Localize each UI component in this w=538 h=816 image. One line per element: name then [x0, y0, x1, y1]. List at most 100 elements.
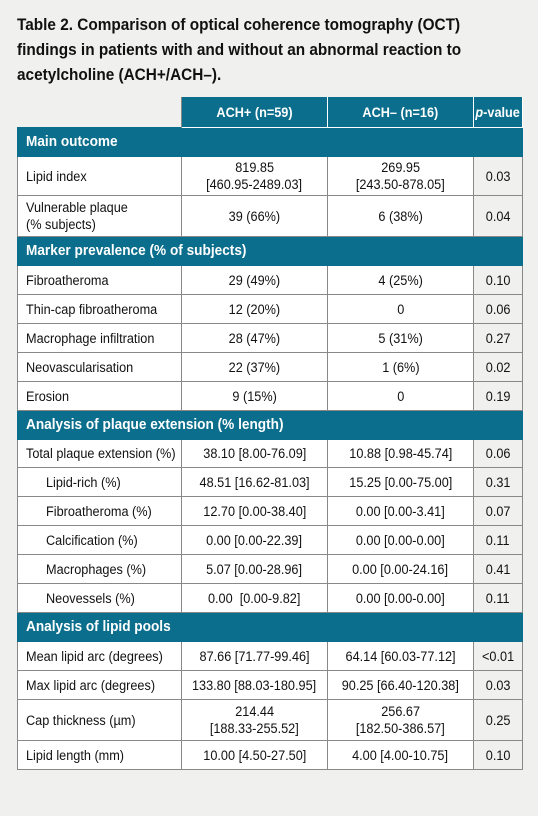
- value-text: 4 (25%): [378, 272, 423, 288]
- ach-plus-value: 22 (37%): [181, 352, 328, 382]
- ach-plus-value: 214.44 [188.33-255.52]: [181, 699, 328, 741]
- section-header-row: Marker prevalence (% of subjects): [17, 236, 523, 266]
- ach-plus-value: 0.00 [0.00-22.39]: [181, 525, 328, 555]
- ach-minus-value: 256.67 [182.50-386.57]: [327, 699, 474, 741]
- p-value: 0.07: [473, 496, 523, 526]
- value-text: 10.00 [4.50-27.50]: [202, 747, 307, 763]
- p-value: 0.27: [473, 323, 523, 353]
- ach-minus-value: 0: [327, 294, 474, 324]
- row-label: Macrophage infiltration: [17, 323, 182, 353]
- section-header-row: Analysis of plaque extension (% length): [17, 410, 523, 440]
- row-label-text: Lipid-rich (%): [46, 474, 121, 490]
- value-text: 15.25 [0.00-75.00]: [348, 474, 453, 490]
- value-text: 0.00 [0.00-3.41]: [356, 503, 445, 519]
- row-label-text: Fibroatheroma (%): [46, 503, 152, 519]
- row-label: Lipid length (mm): [17, 740, 182, 770]
- caption-line: findings in patients with and without an…: [17, 41, 462, 59]
- row-label: Lipid index: [17, 156, 182, 196]
- ach-minus-value: 269.95 [243.50-878.05]: [327, 156, 474, 196]
- row-label-text: Neovessels (%): [46, 590, 135, 606]
- ach-minus-value: 0: [327, 381, 474, 411]
- ach-minus-value: 0.00 [0.00-3.41]: [327, 496, 474, 526]
- row-label-text: Mean lipid arc (degrees): [26, 648, 163, 664]
- row-label-text: Calcification (%): [46, 532, 138, 548]
- oct-findings-table: ACH+ (n=59) ACH– (n=16) p-value Main out…: [17, 97, 523, 770]
- row-label-text: (% subjects): [26, 217, 96, 232]
- row-label: Mean lipid arc (degrees): [17, 641, 182, 671]
- table-row: Fibroatheroma 29 (49%) 4 (25%) 0.10: [17, 265, 523, 295]
- ach-plus-value: 38.10 [8.00-76.09]: [181, 439, 328, 468]
- ach-plus-value: 28 (47%): [181, 323, 328, 353]
- row-label-text: Macrophages (%): [46, 561, 147, 577]
- row-label: Fibroatheroma: [17, 265, 182, 295]
- ach-minus-value: 5 (31%): [327, 323, 474, 353]
- value-text: 38.10 [8.00-76.09]: [202, 446, 307, 461]
- row-label-text: Erosion: [26, 388, 70, 404]
- row-label: Calcification (%): [17, 525, 182, 555]
- value-text: [460.95-2489.03]: [206, 177, 303, 192]
- row-label: Neovascularisation: [17, 352, 182, 382]
- p-value: 0.03: [473, 156, 523, 196]
- value-text: 64.14 [60.03-77.12]: [345, 648, 456, 664]
- ach-plus-value: 12.70 [0.00-38.40]: [181, 496, 328, 526]
- row-label-text: Max lipid arc (degrees): [26, 677, 156, 693]
- p-value: 0.02: [473, 352, 523, 382]
- header-empty-cell: [17, 97, 182, 128]
- section-title: Main outcome: [17, 127, 523, 157]
- ach-plus-value: 5.07 [0.00-28.96]: [181, 554, 328, 584]
- value-text: 214.44: [235, 704, 274, 719]
- ach-plus-value: 87.66 [71.77-99.46]: [181, 641, 328, 671]
- ach-plus-value: 48.51 [16.62-81.03]: [181, 467, 328, 497]
- value-text: 29 (49%): [228, 272, 281, 288]
- p-value: 0.31: [473, 467, 523, 497]
- table-row: Max lipid arc (degrees) 133.80 [88.03-180…: [17, 670, 523, 700]
- table-row: Thin-cap fibroatheroma 12 (20%) 0 0.06: [17, 294, 523, 324]
- row-label-text: Lipid length (mm): [26, 747, 125, 763]
- row-label: Macrophages (%): [17, 554, 182, 584]
- section-title: Marker prevalence (% of subjects): [17, 236, 523, 266]
- header-p-value: p-value: [473, 97, 523, 128]
- row-label: Vulnerable plaque (% subjects): [17, 195, 182, 237]
- value-text: [188.33-255.52]: [210, 721, 299, 736]
- row-label: Lipid-rich (%): [17, 467, 182, 497]
- section-header-row: Main outcome: [17, 127, 523, 157]
- p-value: 0.11: [473, 525, 523, 555]
- p-value: 0.06: [473, 439, 523, 468]
- table-row: Neovascularisation 22 (37%) 1 (6%) 0.02: [17, 352, 523, 382]
- section-title: Analysis of lipid pools: [17, 612, 523, 642]
- value-text: 1 (6%): [381, 359, 420, 375]
- ach-minus-value: 15.25 [0.00-75.00]: [327, 467, 474, 497]
- table-caption: Table 2. Comparison of optical coherence…: [17, 13, 487, 88]
- value-text: 90.25 [66.40-120.38]: [341, 677, 460, 693]
- ach-minus-value: 4.00 [4.00-10.75]: [327, 740, 474, 770]
- p-value: 0.41: [473, 554, 523, 584]
- ach-minus-value: 64.14 [60.03-77.12]: [327, 641, 474, 671]
- value-text: 133.80 [88.03-180.95]: [192, 677, 317, 693]
- p-value: <0.01: [473, 641, 523, 671]
- table-row: Calcification (%) 0.00 [0.00-22.39] 0.00 […: [17, 525, 523, 555]
- value-text: 22 (37%): [228, 359, 281, 375]
- table-row: Vulnerable plaque (% subjects) 39 (66%) 6 (…: [17, 195, 523, 237]
- row-label-text: Thin-cap fibroatheroma: [26, 301, 158, 317]
- table-row: Macrophage infiltration 28 (47%) 5 (31%) 0.…: [17, 323, 523, 353]
- value-text: 9 (15%): [232, 388, 277, 404]
- value-text: [243.50-878.05]: [356, 177, 445, 192]
- row-label: Total plaque extension (%): [17, 439, 182, 468]
- row-label: Neovessels (%): [17, 583, 182, 613]
- ach-minus-value: 0.00 [0.00-0.00]: [327, 525, 474, 555]
- value-text: 87.66 [71.77-99.46]: [199, 648, 310, 664]
- row-label: Erosion: [17, 381, 182, 411]
- ach-plus-value: 10.00 [4.50-27.50]: [181, 740, 328, 770]
- row-label-text: Fibroatheroma: [26, 272, 109, 288]
- value-text: 0.00 [0.00-0.00]: [356, 590, 445, 606]
- row-label: Max lipid arc (degrees): [17, 670, 182, 700]
- table-row: Macrophages (%) 5.07 [0.00-28.96] 0.00 [0.…: [17, 554, 523, 584]
- header-row: ACH+ (n=59) ACH– (n=16) p-value: [17, 97, 523, 128]
- p-value: 0.11: [473, 583, 523, 613]
- value-text: 4.00 [4.00-10.75]: [352, 747, 449, 763]
- value-text: 12.70 [0.00-38.40]: [202, 503, 307, 519]
- row-label-text: Total plaque extension (%): [26, 446, 176, 461]
- value-text: 0: [396, 301, 405, 317]
- value-text: 0: [396, 388, 405, 404]
- row-label-text: Vulnerable plaque: [26, 200, 128, 215]
